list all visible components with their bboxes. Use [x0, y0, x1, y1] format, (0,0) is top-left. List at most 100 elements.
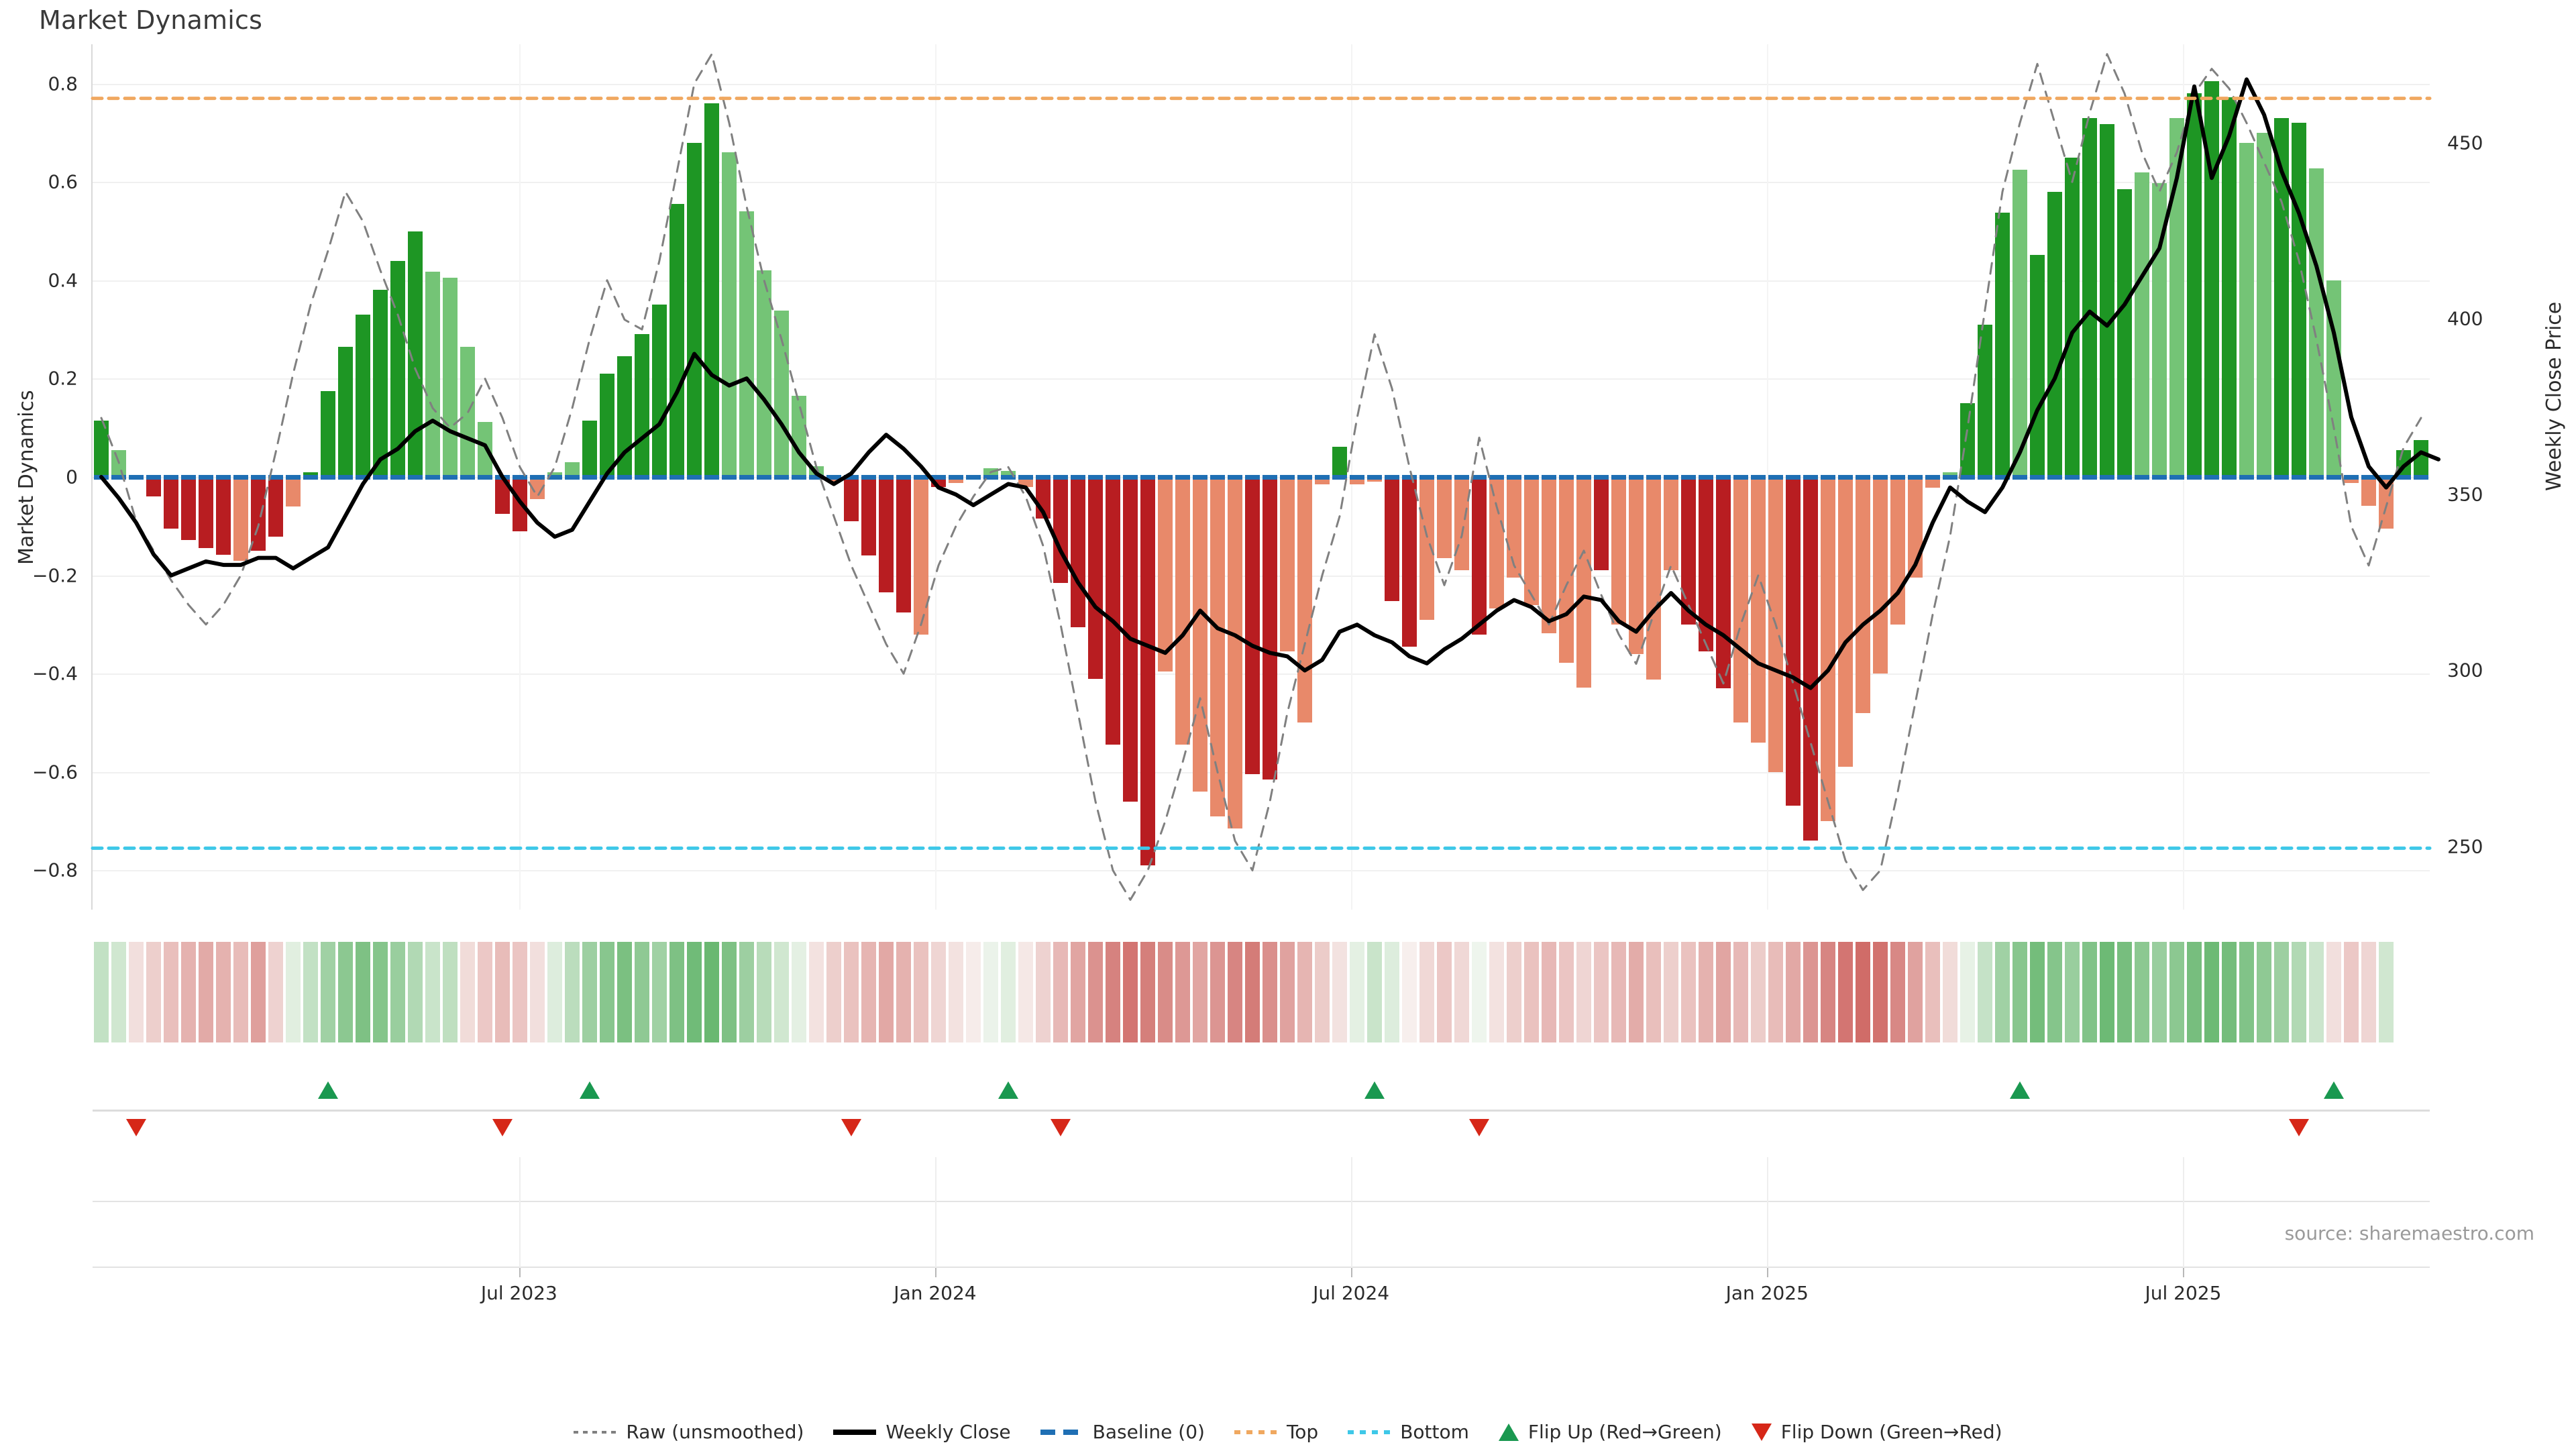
heat-cell: [844, 942, 859, 1042]
heat-cell: [704, 942, 719, 1042]
heat-cell: [931, 942, 946, 1042]
heat-cell: [129, 942, 144, 1042]
heat-cell: [1245, 942, 1260, 1042]
heat-cell: [635, 942, 649, 1042]
chart-bar: [2204, 80, 2219, 477]
chart-bar: [2065, 157, 2080, 477]
chart-bar: [547, 472, 562, 477]
chart-bar: [565, 462, 580, 477]
baseline-segment: [1245, 474, 1260, 480]
heat-cell: [1071, 942, 1085, 1042]
baseline-segment: [2135, 474, 2149, 480]
baseline-segment: [199, 474, 213, 480]
heat-cell: [1542, 942, 1556, 1042]
heat-cell: [792, 942, 806, 1042]
heat-cell: [1228, 942, 1242, 1042]
chart-bar: [199, 477, 213, 549]
heat-cell: [164, 942, 178, 1042]
heat-cell: [1803, 942, 1818, 1042]
baseline-segment: [547, 474, 562, 480]
heat-cell: [582, 942, 597, 1042]
heat-cell: [1646, 942, 1661, 1042]
baseline-segment: [2047, 474, 2062, 480]
baseline-segment: [1140, 474, 1155, 480]
heat-cell: [2222, 942, 2237, 1042]
chart-bar: [2344, 477, 2359, 483]
baseline-segment: [844, 474, 859, 480]
main-chart-panel: 0.8 0.6 0.4 0.2 0 −0.2 −0.4 −0.6 −0.8 450 400 350 3…: [32, 44, 2483, 910]
chart-bar: [1733, 477, 1748, 723]
legend-label: Flip Up (Red→Green): [1527, 1421, 1722, 1443]
baseline-segment: [1193, 474, 1208, 480]
heat-cell: [983, 942, 998, 1042]
heat-cell: [1890, 942, 1905, 1042]
heat-cell: [2361, 942, 2376, 1042]
chart-bar: [425, 271, 440, 477]
heat-cell: [1088, 942, 1103, 1042]
chart-bar: [268, 477, 283, 537]
baseline-segment: [1890, 474, 1905, 480]
baseline-segment: [2396, 474, 2411, 480]
legend-item: Bottom: [1348, 1421, 1469, 1443]
heat-cell: [1733, 942, 1748, 1042]
axis-gridline: [93, 1267, 2430, 1268]
heat-cell: [1402, 942, 1417, 1042]
baseline-segment: [1751, 474, 1766, 480]
right-axis-label: Weekly Close Price: [2542, 301, 2566, 491]
baseline-segment: [1507, 474, 1521, 480]
baseline-segment: [1699, 474, 1713, 480]
legend-label: Weekly Close: [885, 1421, 1011, 1443]
baseline-segment: [443, 474, 458, 480]
up-triangle-icon: [1498, 1423, 1519, 1441]
legend-item: Top: [1234, 1421, 1318, 1443]
baseline-segment: [2169, 474, 2184, 480]
chart-bar: [1088, 477, 1103, 679]
baseline-segment: [1978, 474, 1992, 480]
legend-item: Weekly Close: [833, 1421, 1011, 1443]
heat-cell: [826, 942, 841, 1042]
chart-bar: [1978, 324, 1992, 477]
heat-cell: [1437, 942, 1452, 1042]
heat-cell: [1978, 942, 1992, 1042]
heat-cell: [1995, 942, 2010, 1042]
chart-bar: [1263, 477, 1277, 780]
heat-cell: [321, 942, 335, 1042]
baseline-segment: [617, 474, 632, 480]
baseline-segment: [2117, 474, 2132, 480]
heat-cell: [617, 942, 632, 1042]
baseline-segment: [268, 474, 283, 480]
heat-cell: [2082, 942, 2097, 1042]
heat-cell: [2047, 942, 2062, 1042]
baseline-segment: [1524, 474, 1539, 480]
chart-bar: [2012, 169, 2027, 477]
baseline-segment: [513, 474, 527, 480]
flip-up-marker-icon: [318, 1081, 338, 1099]
chart-bar: [1716, 477, 1731, 689]
baseline-segment: [129, 474, 144, 480]
baseline-segment: [1437, 474, 1452, 480]
chart-bar: [2414, 440, 2428, 477]
chart-bar: [2135, 172, 2149, 477]
heat-cell: [356, 942, 370, 1042]
baseline-segment: [1053, 474, 1068, 480]
heat-cell: [2187, 942, 2202, 1042]
y-axis-tick-label: 0.4: [48, 269, 78, 292]
heat-cell: [1053, 942, 1068, 1042]
baseline-segment: [2030, 474, 2045, 480]
heat-cell: [233, 942, 248, 1042]
heat-cell: [1489, 942, 1504, 1042]
baseline-segment: [1542, 474, 1556, 480]
chart-bar: [94, 420, 109, 477]
heat-cell: [2326, 942, 2341, 1042]
heat-cell: [1106, 942, 1120, 1042]
flip-up-marker-icon: [1364, 1081, 1385, 1099]
legend-item: Flip Up (Red→Green): [1498, 1421, 1722, 1443]
legend-label: Top: [1286, 1421, 1319, 1443]
heat-cell: [1943, 942, 1957, 1042]
baseline-segment: [1175, 474, 1190, 480]
heat-cell: [547, 942, 562, 1042]
heat-cell: [966, 942, 981, 1042]
chart-bar: [879, 477, 894, 593]
baseline-segment: [1611, 474, 1626, 480]
baseline-segment: [2152, 474, 2167, 480]
